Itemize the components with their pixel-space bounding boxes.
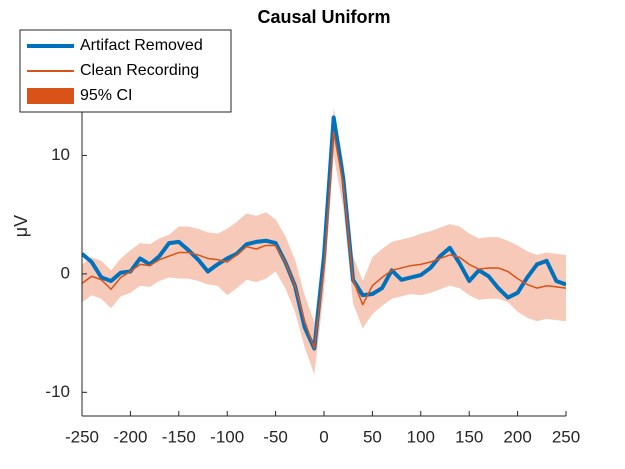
chart-title: Causal Uniform: [257, 7, 390, 27]
y-axis-label: μV: [11, 215, 31, 237]
x-tick-label: 150: [455, 427, 483, 446]
x-tick-label: 50: [363, 427, 382, 446]
y-tick-label: -10: [45, 382, 70, 401]
x-tick-label: 0: [319, 427, 328, 446]
x-tick-label: 100: [407, 427, 435, 446]
line-series: [82, 115, 566, 351]
legend-swatch: [27, 88, 74, 104]
plot-area: [82, 108, 566, 375]
x-tick-label: 250: [552, 427, 580, 446]
legend-label: 95% CI: [80, 87, 132, 104]
x-tick-label: -200: [113, 427, 147, 446]
x-tick-label: 200: [503, 427, 531, 446]
y-tick-label: 0: [61, 263, 70, 282]
x-tick-label: -50: [263, 427, 288, 446]
y-tick-label: 10: [51, 145, 70, 164]
legend-label: Artifact Removed: [80, 37, 203, 54]
x-tick-label: -100: [210, 427, 244, 446]
x-tick-label: -250: [65, 427, 99, 446]
legend-label: Clean Recording: [80, 62, 199, 79]
line-series: [82, 131, 566, 350]
x-tick-label: -150: [162, 427, 196, 446]
